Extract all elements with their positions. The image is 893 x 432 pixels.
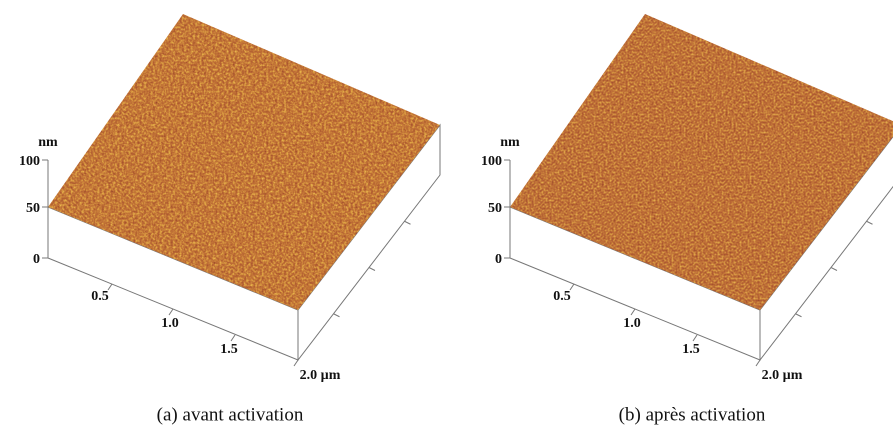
y-tick <box>404 220 411 225</box>
box-right-face <box>759 135 893 362</box>
z-tick-label: 0 <box>33 252 40 267</box>
z-tick-label: 50 <box>26 201 40 216</box>
x-tick-label: 2.0 µm <box>762 368 803 383</box>
y-tick <box>830 267 838 271</box>
y-tick <box>795 313 802 318</box>
x-tick <box>755 359 761 367</box>
z-unit: nm <box>38 135 58 150</box>
x-tick <box>107 283 113 291</box>
z-tick-label: 100 <box>481 154 502 169</box>
y-tick <box>368 267 376 271</box>
x-tick-label: 0.5 <box>91 289 109 304</box>
x-tick <box>630 308 636 316</box>
x-tick-label: 1.0 <box>161 316 179 331</box>
y-tick <box>866 220 873 225</box>
caption: (b) après activation <box>619 404 766 425</box>
x-tick-label: 0.5 <box>553 289 571 304</box>
z-tick-label: 50 <box>488 201 502 216</box>
x-tick-label: 2.0 µm <box>300 368 341 383</box>
x-tick-label: 1.5 <box>220 342 238 357</box>
z-tick-label: 0 <box>495 252 502 267</box>
x-tick <box>230 334 236 342</box>
caption: (a) avant activation <box>157 404 304 425</box>
x-tick-label: 1.0 <box>623 316 641 331</box>
x-tick-label: 1.5 <box>682 342 700 357</box>
z-unit: nm <box>500 135 520 150</box>
x-tick <box>569 283 575 291</box>
afm-panel: nm 100 50 0 0.5 1.0 1.5 2.0 µm (a) avant activat… <box>19 14 441 425</box>
x-tick <box>293 359 299 367</box>
y-tick <box>333 313 340 318</box>
x-tick <box>168 308 174 316</box>
z-tick-label: 100 <box>19 154 40 169</box>
afm-panel: nm 100 50 0 0.5 1.0 1.5 2.0 µm (b) après activat… <box>481 14 893 425</box>
x-tick <box>692 334 698 342</box>
